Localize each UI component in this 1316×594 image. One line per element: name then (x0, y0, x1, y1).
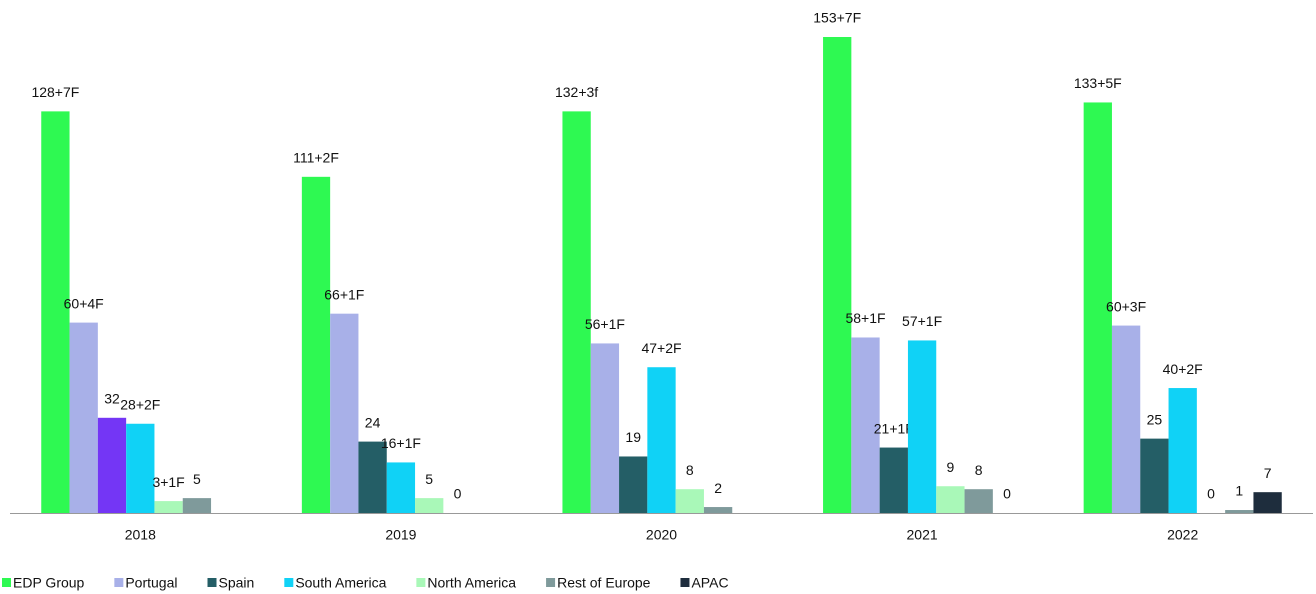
data-label: 153+7F (813, 10, 861, 26)
bar (1083, 102, 1112, 513)
legend-swatch (546, 578, 556, 587)
bar (964, 489, 993, 513)
data-label: 0 (1207, 486, 1215, 502)
bar (619, 456, 648, 513)
data-label: 2 (714, 480, 722, 496)
data-label: 25 (1147, 411, 1163, 427)
bar (330, 313, 359, 513)
data-label: 0 (1003, 486, 1011, 502)
data-label: 5 (425, 471, 433, 487)
data-label: 57+1F (902, 313, 942, 329)
data-label: 40+2F (1163, 361, 1203, 377)
bar (1140, 438, 1169, 513)
data-label: 60+3F (1106, 298, 1146, 314)
data-label: 1 (1235, 483, 1243, 499)
bar (590, 343, 620, 513)
legend-swatch (2, 578, 11, 587)
data-label: 60+4F (64, 295, 104, 311)
data-label: 132+3f (555, 84, 598, 100)
bar (69, 322, 98, 513)
legend-swatch (416, 578, 426, 587)
data-label: 56+1F (585, 316, 625, 332)
data-label: 128+7F (31, 84, 79, 100)
x-tick-label: 2018 (125, 527, 156, 543)
data-label: 21+1F (874, 420, 914, 436)
bar (126, 423, 155, 513)
legend-label: South America (295, 575, 386, 591)
data-label: 5 (193, 471, 201, 487)
legend-label: APAC (691, 575, 728, 591)
bar (358, 441, 387, 513)
bar (41, 111, 70, 513)
legend-label: Spain (219, 575, 255, 591)
bar (936, 486, 965, 513)
data-label: 9 (947, 459, 955, 475)
x-tick-label: 2022 (1167, 527, 1198, 543)
bar (1225, 510, 1254, 513)
data-label: 133+5F (1074, 75, 1122, 91)
legend-swatch (680, 578, 690, 587)
bar (823, 37, 852, 513)
legend-swatch (284, 578, 294, 587)
bar (1168, 388, 1197, 513)
data-label: 0 (454, 486, 462, 502)
bar (851, 337, 880, 513)
bar (879, 447, 908, 513)
data-label: 47+2F (641, 340, 681, 356)
legend-label: Rest of Europe (557, 575, 651, 591)
legend-swatch (207, 578, 217, 587)
bar (1253, 492, 1282, 513)
bar (675, 489, 704, 513)
data-label: 58+1F (845, 310, 885, 326)
data-label: 8 (975, 462, 983, 478)
x-tick-label: 2019 (385, 527, 416, 543)
bar (647, 367, 676, 513)
x-tick-label: 2021 (907, 527, 938, 543)
data-label: 66+1F (324, 286, 364, 302)
bar (97, 417, 127, 513)
data-label: 8 (686, 462, 694, 478)
data-label: 3+1F (152, 474, 184, 490)
data-label: 111+2F (293, 150, 339, 166)
data-label: 16+1F (381, 435, 421, 451)
data-label: 7 (1264, 465, 1272, 481)
data-label: 28+2F (120, 396, 160, 412)
bar (703, 507, 733, 513)
legend-label: EDP Group (13, 575, 85, 591)
data-label: 19 (625, 429, 641, 445)
bar (907, 340, 937, 513)
legend-label: Portugal (125, 575, 177, 591)
bar (562, 111, 591, 513)
data-label: 32 (104, 391, 120, 407)
bar (182, 498, 212, 513)
x-tick-label: 2020 (646, 527, 677, 543)
data-label: 24 (365, 414, 381, 430)
bar (415, 498, 444, 513)
legend-label: North America (427, 575, 516, 591)
bar (154, 501, 183, 513)
legend-swatch (114, 578, 124, 587)
bar (386, 462, 416, 513)
bar (301, 176, 331, 513)
bar (1111, 325, 1141, 513)
